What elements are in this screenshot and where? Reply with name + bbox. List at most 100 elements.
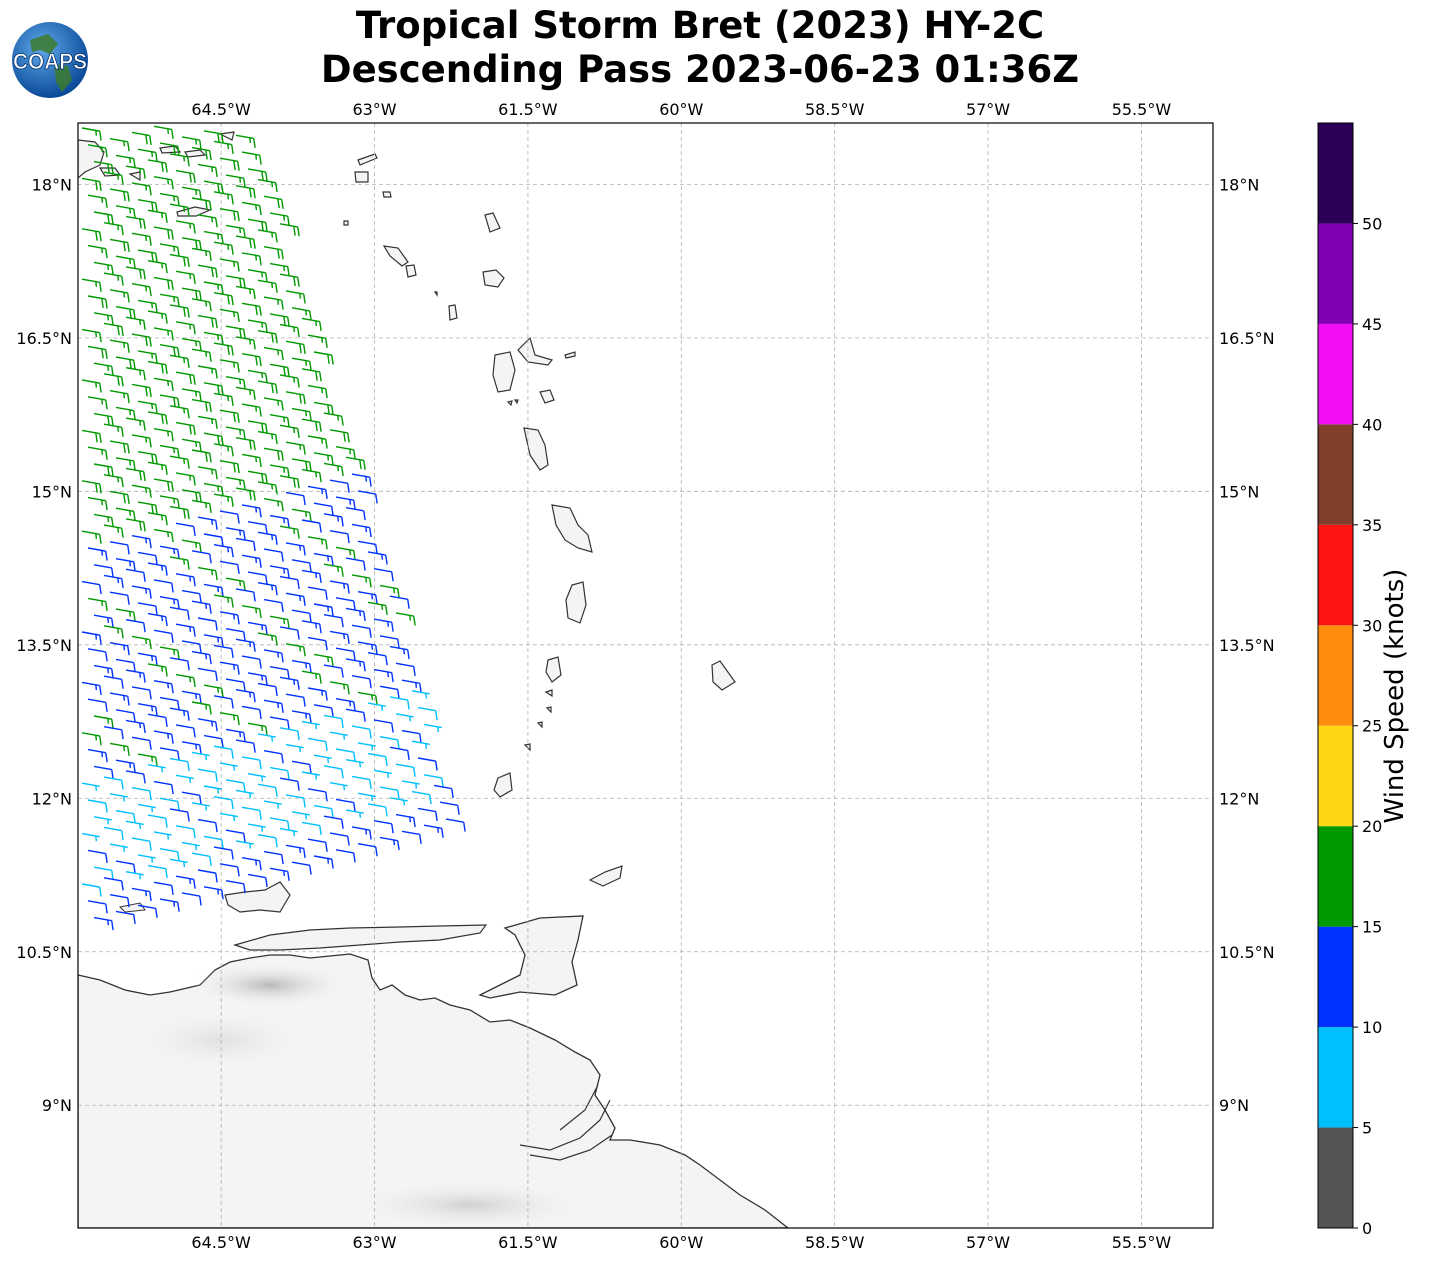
barb-feather [253,642,256,652]
wind-barb [131,182,152,196]
barb-feather [363,460,366,470]
barb-feather [165,162,168,173]
barb-feather-half [403,648,406,655]
wind-barb [175,875,196,889]
barb-feather [95,432,98,443]
barb-feather [183,508,186,519]
barb-feather [237,211,240,222]
barb-feather [385,655,388,666]
wind-barb [213,695,234,709]
barb-shaft [197,818,216,824]
wind-barb [137,652,158,666]
barb-shaft [241,453,260,459]
barb-feather [319,825,322,836]
barb-shaft [219,510,238,515]
barb-feather [209,251,212,262]
barb-shaft [219,611,238,616]
barb-shaft [373,568,392,573]
barb-feather [375,645,378,655]
barb-feather [199,895,202,906]
barb-feather-half [233,765,236,771]
wind-barb [197,667,218,682]
barb-feather [253,743,256,753]
barb-feather [325,338,328,348]
barb-feather [133,410,136,421]
wind-barb [203,180,224,194]
wind-barb [247,218,268,232]
barb-feather-half [249,288,252,295]
colorbar [1317,122,1354,1229]
terrain-shade [190,963,350,1007]
barb-shaft [247,319,266,324]
barb-feather [143,269,146,280]
barb-feather [451,788,454,799]
wind-barb [257,481,278,495]
barb-feather [413,615,416,626]
barb-feather [127,595,130,605]
wind-barb [109,440,130,454]
tobago [588,865,623,887]
barb-feather [297,277,300,287]
barb-feather-half [151,655,154,661]
barb-feather-half [327,606,330,612]
barb-feather-half [233,614,236,620]
barb-feather [293,226,296,236]
barb-feather [347,483,350,493]
wind-barb [93,412,114,427]
wind-barb [351,725,372,739]
wind-barb [103,524,124,538]
barb-shaft [291,508,310,514]
barb-feather [275,535,278,545]
barb-feather [111,416,114,427]
barb-feather [353,500,356,510]
wind-barb [379,736,400,750]
barb-feather [429,794,432,805]
barb-shaft [235,336,254,341]
wind-barb [235,739,256,753]
barb-shaft [367,601,386,607]
wind-barb [329,832,350,846]
barb-shaft [329,630,348,636]
barb-feather [105,903,108,914]
barb-feather [253,591,256,602]
barb-feather [171,683,174,694]
wind-barb [115,759,136,773]
wind-barb [197,466,218,480]
barb-shaft [153,528,172,534]
wind-barb [109,541,130,555]
barb-feather [331,707,334,718]
barb-shaft [147,260,166,265]
barb-shaft [169,253,188,259]
barb-feather-half [343,684,346,690]
wind-barb [115,255,136,269]
barb-shaft [191,650,210,656]
paria-peninsula [232,924,488,951]
barb-feather-half [189,223,192,229]
barb-feather [99,483,102,494]
barb-feather-half [381,705,384,711]
wind-barb [307,485,328,500]
lat-tick-label: 12°N [1219,789,1259,808]
barb-shaft [241,806,260,812]
barb-shaft [247,470,266,476]
wind-barb [131,282,152,297]
barb-feather [391,823,394,834]
barb-feather [237,564,240,575]
wind-barb [285,290,306,304]
barb-feather-half [95,130,98,136]
barb-feather [165,414,168,425]
colorbar-bin [1318,323,1353,425]
barb-shaft [169,203,188,208]
barb-feather [237,312,240,323]
lon-tick-label: 63°W [352,1233,396,1252]
wind-barb [87,396,108,410]
barb-feather [177,851,180,862]
barb-feather [275,384,278,394]
barb-feather [177,750,180,761]
barb-feather [133,460,136,471]
barb-feather-half [315,471,318,478]
wind-barb [279,575,300,590]
barb-feather [391,571,394,582]
barb-shaft [181,539,200,544]
barb-feather [309,713,312,724]
